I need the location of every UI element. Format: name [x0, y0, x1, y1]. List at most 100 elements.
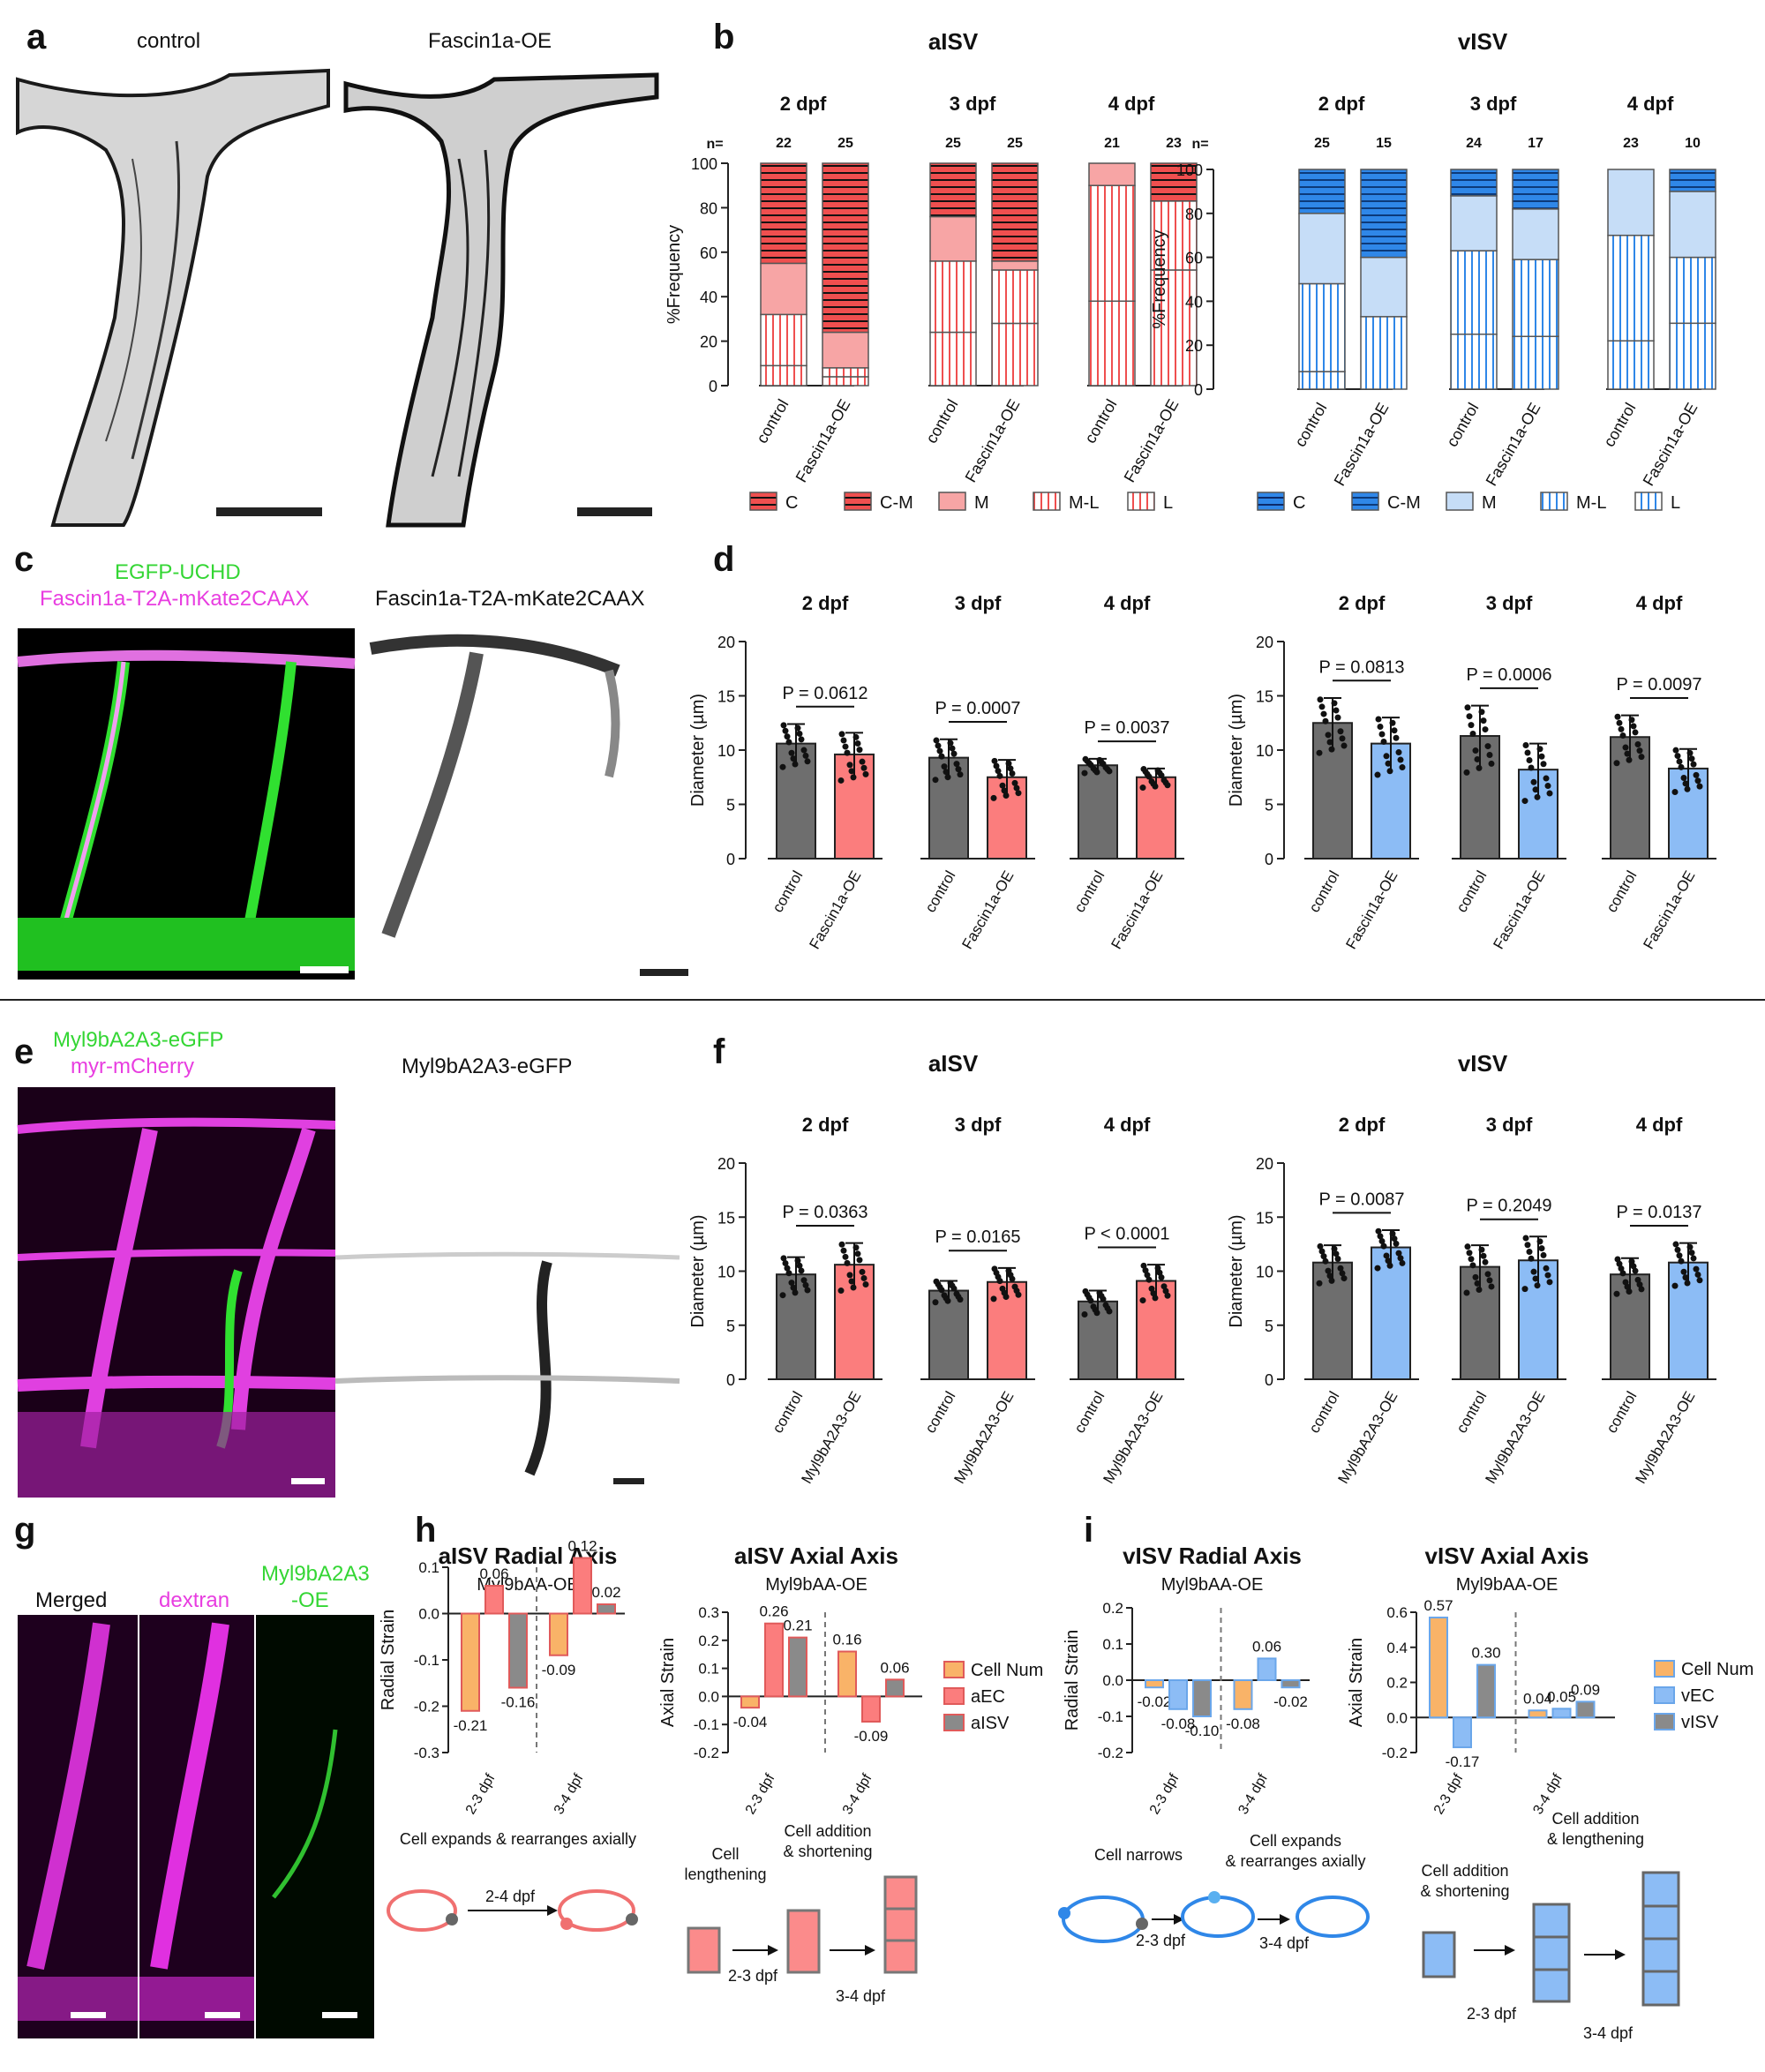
panel-i-arrowhead-1 [1174, 1914, 1184, 1925]
panel-b-artery-stack-segment [822, 331, 869, 369]
panel-f-vein-point [1674, 1246, 1681, 1253]
panel-h-radial-bar [484, 1585, 504, 1615]
panel-f-vein-point [1374, 1265, 1381, 1272]
panel-i-legend-label: Cell Num [1681, 1660, 1754, 1679]
panel-i-axial-subtitle: Myl9bAA-OE [1456, 1575, 1558, 1595]
panel-h-axial-value-label: 0.21 [783, 1618, 812, 1634]
panel-d-artery-point [802, 752, 809, 759]
panel-f-artery-pvalue: P < 0.0001 [1085, 1225, 1170, 1244]
panel-b-artery-title: aISV [928, 28, 979, 55]
panel-c-magenta-title: Fascin1a-T2A-mKate2CAAX [40, 587, 310, 611]
panel-b-vein-stack-segment [1298, 213, 1346, 285]
panel-b-vein-ytick-label: 60 [1185, 250, 1203, 267]
panel-b-artery-stack-segment [929, 162, 977, 218]
panel-i-block-1 [1422, 1931, 1456, 1978]
panel-e-green-title: Myl9bA2A3-eGFP [53, 1028, 224, 1052]
panel-f-vein-point [1377, 1233, 1384, 1240]
panel-d-artery-ytick-label: 10 [717, 742, 735, 760]
panel-f-vein-point [1399, 1259, 1406, 1266]
panel-i-radial-value-label: 0.06 [1252, 1638, 1281, 1655]
panel-d-artery-point [1007, 765, 1014, 772]
panel-d-vein-point [1684, 785, 1691, 792]
panel-f-artery-point [941, 1292, 948, 1299]
panel-i-arrow-3-label: 2-3 dpf [1467, 2005, 1517, 2023]
panel-i-axial-ytick-label: 0.4 [1386, 1640, 1408, 1656]
panel-h-legend-label: aEC [971, 1687, 1005, 1707]
panel-d-artery-point [796, 730, 803, 737]
panel-f-vein-point [1634, 1276, 1641, 1283]
panel-f-vein-point [1538, 1245, 1545, 1252]
panel-b-artery-stack-segment [1150, 269, 1198, 387]
panel-d-vein-point [1636, 747, 1643, 754]
panel-b-vein-ytick-label: 80 [1185, 206, 1203, 223]
panel-f-vein-point [1614, 1256, 1621, 1263]
panel-d-artery-point [953, 761, 960, 768]
panel-f-artery-point [1148, 1285, 1155, 1292]
panel-b-vein-legend-label: C [1293, 493, 1305, 513]
panel-f-artery-xlabel: control [1070, 1389, 1108, 1437]
panel-f-vein-point [1385, 1257, 1392, 1265]
panel-d-vein-point [1378, 731, 1386, 738]
panel-d-vein-ytick-label: 10 [1256, 742, 1273, 760]
panel-f-vein-ytick-label: 10 [1256, 1264, 1273, 1281]
panel-b-vein-stack-segment [1360, 316, 1408, 390]
panel-d-vein-point [1380, 738, 1387, 745]
panel-d-vein-point [1540, 761, 1547, 768]
panel-f-artery-point [860, 1274, 867, 1281]
panel-h-legend-label: Cell Num [971, 1661, 1043, 1680]
panel-a-control-title: control [137, 29, 201, 53]
panel-d-vein-point [1674, 753, 1681, 760]
panel-f-artery-ytick-label: 0 [726, 1371, 735, 1389]
panel-f-vein-point [1325, 1267, 1332, 1274]
panel-f-vein-point [1334, 1255, 1341, 1262]
panel-f-artery-point [1139, 1297, 1146, 1304]
panel-d-vein-point [1328, 746, 1335, 753]
panel-d-vein-point [1693, 771, 1700, 778]
panel-d-artery-ytick-label: 15 [717, 688, 735, 706]
panel-f-vein-ytick-label: 15 [1256, 1209, 1273, 1227]
panel-f-artery-point [953, 1290, 960, 1297]
panel-f-vein-xlabel: Myl9bA2A3-OE [1632, 1389, 1698, 1487]
panel-h-axial-bar [837, 1650, 857, 1698]
panel-b-artery-xlabel: control [753, 396, 792, 447]
panel-f-artery-point [844, 1259, 851, 1266]
panel-d-vein-point [1544, 783, 1551, 790]
panel-f-vein-ytick-label: 5 [1265, 1318, 1273, 1335]
panel-d-vein-point [1331, 700, 1338, 707]
panel-d-artery-point [995, 768, 1002, 775]
panel-d-vein-point [1626, 756, 1633, 763]
panel-d-artery-point [1102, 764, 1109, 771]
panel-d-vein-pvalue: P = 0.0006 [1467, 665, 1552, 685]
panel-i-radial-value-label: -0.02 [1138, 1693, 1172, 1710]
panel-f-artery-point [859, 1268, 866, 1275]
panel-f-artery-point [1158, 1274, 1165, 1281]
panel-f-artery-point [794, 1257, 801, 1265]
panel-d-vein-point [1466, 713, 1473, 720]
panel-d-vein-xlabel: control [1603, 868, 1640, 916]
panel-d-vein-point [1694, 777, 1701, 785]
panel-f-artery-point [1090, 1303, 1097, 1310]
panel-f-artery-point [1154, 1265, 1161, 1272]
panel-h-node-after-red [560, 1918, 573, 1930]
panel-f-artery-point [1096, 1289, 1103, 1296]
panel-i-radial-bar [1145, 1679, 1164, 1689]
panel-b-vein-ylabel: %Frequency [1150, 229, 1169, 328]
panel-f-artery-point [990, 1295, 997, 1303]
panel-d-vein-xlabel: control [1453, 868, 1490, 916]
panel-i-radial-ytick-label: 0.2 [1102, 1600, 1123, 1617]
panel-f-artery-xlabel: control [921, 1389, 958, 1437]
panel-d-artery-point [784, 733, 791, 740]
panel-d-vein-point [1393, 734, 1400, 741]
panel-d-artery-xlabel: Fascin1a-OE [1108, 868, 1166, 952]
panel-h-axial-bar [885, 1678, 905, 1698]
panel-d-vein-point [1690, 761, 1697, 768]
panel-b-artery-legend-label: C-M [880, 493, 913, 513]
panel-d-vein-point [1317, 696, 1324, 703]
panel-d-vein-point [1478, 709, 1485, 716]
panel-h-axial-xlabel: 3-4 dpf [840, 1771, 875, 1817]
panel-f-artery-point [796, 1262, 803, 1269]
panel-f-vein-day-title: 2 dpf [1339, 1114, 1386, 1136]
panel-f-artery-point [792, 1289, 799, 1296]
panel-i-radial-xlabel: 3-4 dpf [1236, 1771, 1271, 1817]
panel-i-addition-length-1: Cell addition [1551, 1810, 1639, 1828]
